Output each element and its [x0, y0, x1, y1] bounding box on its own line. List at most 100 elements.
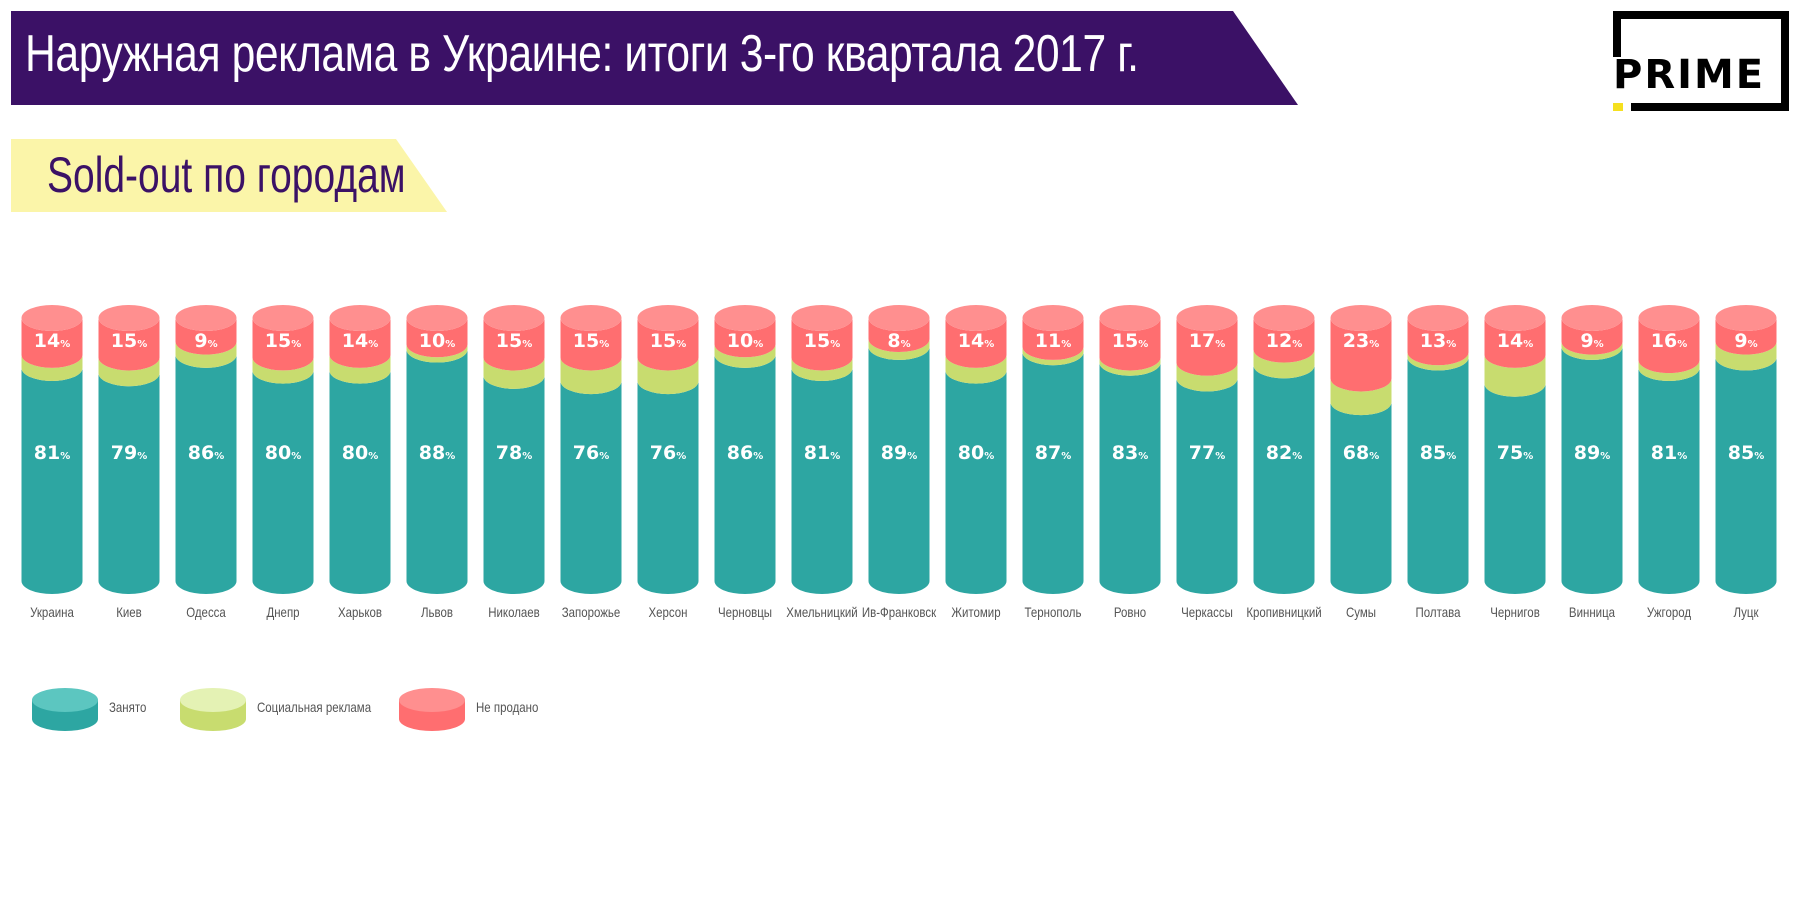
bar-segment-unsold: [1176, 318, 1238, 376]
bar-top-cap: [483, 305, 545, 331]
title-banner: Наружная реклама в Украине: итоги 3-го к…: [11, 11, 1298, 105]
occupied-value-label: 85%: [1728, 442, 1764, 464]
occupied-value-label: 80%: [265, 442, 301, 464]
category-label: Луцк: [1734, 604, 1759, 620]
bar-segment-unsold: [1022, 318, 1084, 360]
bar-segment-social: [175, 341, 237, 368]
bar-top-cap: [1330, 305, 1392, 331]
bar-segment-social: [868, 339, 930, 360]
category-label: Ив-Франковск: [862, 604, 937, 620]
logo-frame-bottom: [1631, 103, 1789, 111]
bar-top-cap: [1099, 305, 1161, 331]
legend-label: Социальная реклама: [257, 699, 372, 715]
bar-segment-social: [1638, 360, 1700, 381]
prime-logo: PRIME: [1613, 11, 1789, 111]
unsold-value-label: 14%: [1497, 330, 1533, 352]
bar-top-cap: [1638, 305, 1700, 331]
bar-top-cap: [791, 305, 853, 331]
bar-segment-unsold: [945, 318, 1007, 368]
bar-segment-unsold: [1099, 318, 1161, 371]
bar-segment-social: [1484, 354, 1546, 397]
occupied-value-label: 81%: [34, 442, 70, 464]
unsold-value-label: 10%: [727, 330, 763, 352]
occupied-value-label: 87%: [1035, 442, 1071, 464]
unsold-value-label: 15%: [265, 330, 301, 352]
category-label: Черкассы: [1181, 604, 1233, 620]
unsold-value-label: 9%: [1734, 330, 1757, 352]
category-label: Винница: [1569, 604, 1616, 620]
occupied-value-label: 83%: [1112, 442, 1148, 464]
unsold-value-label: 8%: [887, 330, 910, 352]
unsold-value-label: 11%: [1035, 330, 1071, 352]
bar-top-cap: [714, 305, 776, 331]
page-title: Наружная реклама в Украине: итоги 3-го к…: [25, 25, 1139, 83]
category-label: Хмельницкий: [786, 604, 857, 620]
category-label: Херсон: [648, 604, 687, 620]
unsold-value-label: 14%: [958, 330, 994, 352]
bar-top-cap: [1253, 305, 1315, 331]
occupied-value-label: 88%: [419, 442, 455, 464]
bar-segment-social: [1022, 346, 1084, 366]
unsold-value-label: 15%: [1112, 330, 1148, 352]
bar-segment-occupied: [1176, 378, 1238, 595]
bar-segment-occupied: [868, 346, 930, 595]
bar-segment-occupied: [1407, 357, 1469, 595]
bar-segment-unsold: [1330, 318, 1392, 392]
bar-segment-occupied: [1330, 402, 1392, 595]
bar-segment-occupied: [98, 373, 160, 595]
unsold-value-label: 15%: [650, 330, 686, 352]
bar-segment-occupied: [714, 354, 776, 595]
occupied-value-label: 81%: [1651, 442, 1687, 464]
occupied-value-label: 77%: [1189, 442, 1225, 464]
bar-segment-occupied: [252, 370, 314, 594]
bar-segment-occupied: [1561, 346, 1623, 595]
bar-segment-unsold: [868, 318, 930, 353]
occupied-value-label: 75%: [1497, 442, 1533, 464]
bar-top-cap: [1176, 305, 1238, 331]
bar-segment-social: [637, 357, 699, 395]
bar-segment-occupied: [329, 370, 391, 595]
bar-top-cap: [1022, 305, 1084, 331]
bar-segment-social: [1176, 362, 1238, 392]
bar-segment-social: [252, 357, 314, 384]
occupied-value-label: 86%: [727, 442, 763, 464]
occupied-value-label: 89%: [881, 442, 917, 464]
unsold-value-label: 15%: [111, 330, 147, 352]
unsold-value-label: 15%: [804, 330, 840, 352]
unsold-value-label: 13%: [1420, 330, 1456, 352]
logo-yellow-dot: [1613, 103, 1623, 111]
bar-segment-occupied: [1715, 357, 1777, 595]
unsold-value-label: 14%: [34, 330, 70, 352]
bar-segment-social: [1099, 357, 1161, 376]
bar-top-cap: [329, 305, 391, 331]
category-label: Львов: [421, 604, 453, 620]
subtitle-banner: Sold-out по городам: [11, 139, 447, 212]
occupied-value-label: 79%: [111, 442, 147, 464]
bar-segment-unsold: [637, 318, 699, 371]
bar-segment-occupied: [1099, 362, 1161, 595]
bar-segment-occupied: [175, 354, 237, 595]
unsold-value-label: 14%: [342, 330, 378, 352]
bar-segment-occupied: [1022, 352, 1084, 595]
occupied-value-label: 86%: [188, 442, 224, 464]
unsold-value-label: 17%: [1189, 330, 1225, 352]
legend-swatch-top: [32, 688, 98, 712]
bar-segment-unsold: [1638, 318, 1700, 374]
bar-segment-unsold: [329, 318, 391, 368]
bar-top-cap: [1484, 305, 1546, 331]
bar-segment-occupied: [560, 381, 622, 595]
unsold-value-label: 16%: [1651, 330, 1687, 352]
page-subtitle: Sold-out по городам: [47, 147, 406, 203]
category-label: Николаев: [488, 604, 540, 620]
logo-frame-top: [1613, 11, 1789, 19]
bar-segment-unsold: [252, 318, 314, 371]
bar-segment-social: [1561, 341, 1623, 360]
bar-segment-social: [791, 357, 853, 381]
occupied-value-label: 76%: [650, 442, 686, 464]
bar-segment-unsold: [714, 318, 776, 358]
bar-top-cap: [406, 305, 468, 331]
bar-segment-social: [483, 357, 545, 389]
category-label: Днепр: [266, 604, 299, 620]
occupied-value-label: 76%: [573, 442, 609, 464]
bar-segment-occupied: [21, 367, 83, 595]
